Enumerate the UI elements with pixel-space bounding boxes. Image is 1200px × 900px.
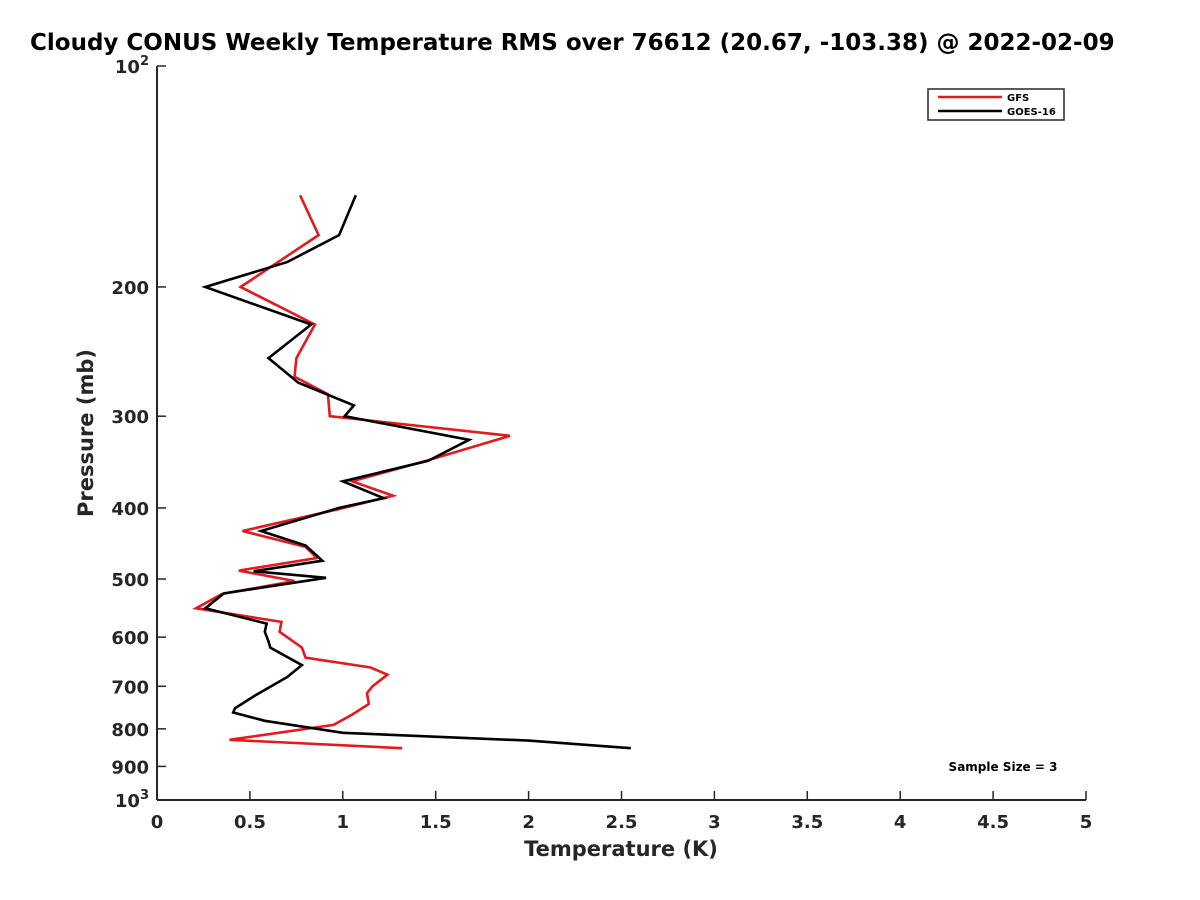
- axes-layer: [156, 66, 1086, 801]
- y-tick-label: 300: [111, 407, 149, 428]
- y-axis-label: Pressure (mb): [74, 349, 98, 517]
- x-tick-label: 2.5: [606, 812, 638, 833]
- x-tick-label: 3: [708, 812, 721, 833]
- y-tick-label: 102: [115, 54, 149, 78]
- chart-title: Cloudy CONUS Weekly Temperature RMS over…: [30, 30, 1115, 56]
- legend-label-goes16: GOES-16: [1007, 107, 1056, 118]
- y-tick-label: 900: [111, 757, 149, 778]
- series-line-gfs: [192, 194, 511, 750]
- x-tick-label: 2: [522, 812, 535, 833]
- x-axis-label: Temperature (K): [524, 837, 718, 861]
- x-tick-label: 5: [1080, 812, 1093, 833]
- x-ticks: 0 0.5 1 1.5 2 2.5 3 3.5 4 4.5 5: [151, 791, 1093, 833]
- x-tick-label: 1: [337, 812, 350, 833]
- x-tick-label: 1.5: [420, 812, 452, 833]
- x-tick-label: 4.5: [977, 812, 1009, 833]
- y-tick-label: 500: [111, 570, 149, 591]
- x-tick-label: 0.5: [234, 812, 266, 833]
- y-tick-label: 200: [111, 278, 149, 299]
- series-line-goes16: [201, 194, 631, 750]
- y-tick-label: 700: [111, 677, 149, 698]
- y-ticks: 102 200 300 400 500 600 700 800 900 103: [111, 54, 166, 812]
- y-tick-label: 600: [111, 628, 149, 649]
- legend-label-gfs: GFS: [1007, 93, 1029, 104]
- y-tick-label: 400: [111, 499, 149, 520]
- x-tick-label: 0: [151, 812, 164, 833]
- legend-box: [927, 88, 1065, 121]
- y-tick-label: 800: [111, 720, 149, 741]
- x-tick-label: 3.5: [791, 812, 823, 833]
- y-tick-label: 103: [115, 788, 149, 812]
- sample-size-annotation: Sample Size = 3: [949, 760, 1058, 774]
- series-layer: [192, 194, 631, 750]
- x-tick-label: 4: [894, 812, 907, 833]
- legend: GFS GOES-16: [927, 88, 1065, 121]
